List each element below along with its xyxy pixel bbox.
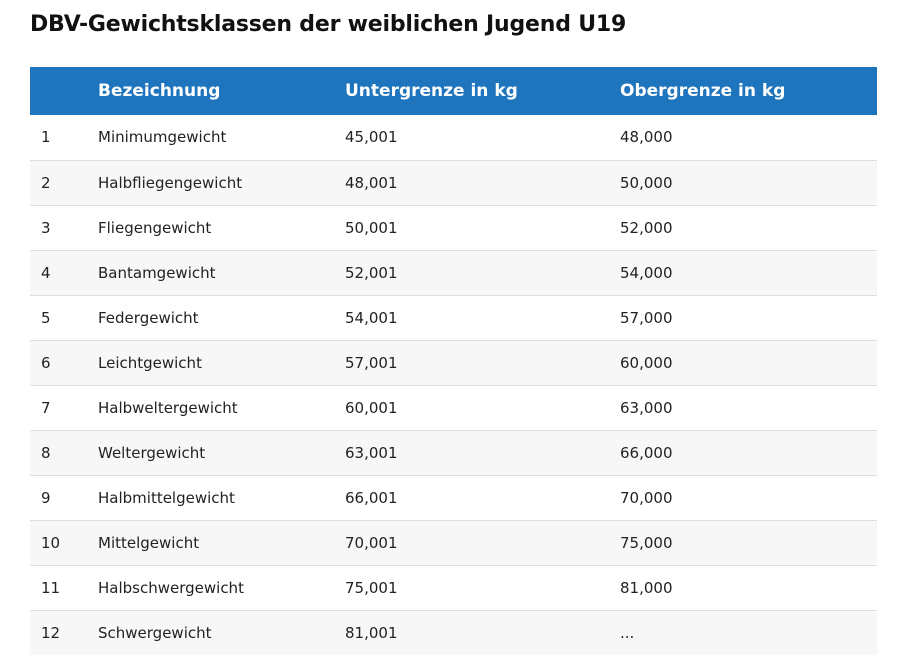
weight-class-name: Schwergewicht: [98, 623, 212, 642]
weight-class-name: Mittelgewicht: [98, 533, 200, 552]
upper-limit: 66,000: [620, 443, 673, 462]
table-row: 1 Minimumgewicht 45,001 48,000: [30, 115, 877, 160]
row-number: 4: [41, 263, 51, 282]
weight-class-name: Halbfliegengewicht: [98, 173, 243, 192]
header-lower-limit: Untergrenze in kg: [345, 81, 518, 101]
lower-limit: 66,001: [345, 488, 398, 507]
page-title: DBV-Gewichtsklassen der weiblichen Jugen…: [30, 12, 627, 37]
row-number: 9: [41, 488, 51, 507]
weight-class-name: Leichtgewicht: [98, 353, 202, 372]
upper-limit: 70,000: [620, 488, 673, 507]
lower-limit: 54,001: [345, 308, 398, 327]
lower-limit: 70,001: [345, 533, 398, 552]
weight-class-name: Federgewicht: [98, 308, 199, 327]
weight-class-name: Bantamgewicht: [98, 263, 216, 282]
row-number: 10: [41, 533, 61, 552]
row-number: 5: [41, 308, 51, 327]
lower-limit: 60,001: [345, 398, 398, 417]
table-header-row: Bezeichnung Untergrenze in kg Obergrenze…: [30, 67, 877, 115]
table-header: Bezeichnung Untergrenze in kg Obergrenze…: [30, 67, 877, 115]
table-row: 5 Federgewicht 54,001 57,000: [30, 295, 877, 340]
upper-limit: 75,000: [620, 533, 673, 552]
header-number: [30, 67, 98, 115]
table-row: 2 Halbfliegengewicht 48,001 50,000: [30, 160, 877, 205]
lower-limit: 45,001: [345, 128, 398, 147]
lower-limit: 50,001: [345, 218, 398, 237]
header-name: Bezeichnung: [98, 81, 221, 101]
table-row: 10 Mittelgewicht 70,001 75,000: [30, 520, 877, 565]
header-upper-limit: Obergrenze in kg: [620, 81, 786, 101]
table-row: 4 Bantamgewicht 52,001 54,000: [30, 250, 877, 295]
table-row: 3 Fliegengewicht 50,001 52,000: [30, 205, 877, 250]
lower-limit: 48,001: [345, 173, 398, 192]
upper-limit: 60,000: [620, 353, 673, 372]
table-row: 11 Halbschwergewicht 75,001 81,000: [30, 565, 877, 610]
weight-class-name: Halbschwergewicht: [98, 578, 244, 597]
row-number: 1: [41, 128, 51, 147]
table-row: 7 Halbweltergewicht 60,001 63,000: [30, 385, 877, 430]
weight-class-name: Halbmittelgewicht: [98, 488, 235, 507]
table-body: 1 Minimumgewicht 45,001 48,000 2 Halbfliegeng…: [30, 115, 877, 655]
upper-limit: 52,000: [620, 218, 673, 237]
lower-limit: 75,001: [345, 578, 398, 597]
row-number: 3: [41, 218, 51, 237]
row-number: 12: [41, 623, 61, 642]
upper-limit: 57,000: [620, 308, 673, 327]
lower-limit: 52,001: [345, 263, 398, 282]
upper-limit: 63,000: [620, 398, 673, 417]
lower-limit: 81,001: [345, 623, 398, 642]
upper-limit: 54,000: [620, 263, 673, 282]
lower-limit: 63,001: [345, 443, 398, 462]
upper-limit: 48,000: [620, 128, 673, 147]
upper-limit: 81,000: [620, 578, 673, 597]
weight-class-name: Minimumgewicht: [98, 128, 227, 147]
row-number: 11: [41, 578, 61, 597]
table-row: 9 Halbmittelgewicht 66,001 70,000: [30, 475, 877, 520]
row-number: 8: [41, 443, 51, 462]
upper-limit: 50,000: [620, 173, 673, 192]
row-number: 7: [41, 398, 51, 417]
weight-class-name: Fliegengewicht: [98, 218, 212, 237]
table-row: 6 Leichtgewicht 57,001 60,000: [30, 340, 877, 385]
table-row: 8 Weltergewicht 63,001 66,000: [30, 430, 877, 475]
weight-class-table: Bezeichnung Untergrenze in kg Obergrenze…: [30, 67, 877, 655]
upper-limit: ...: [620, 623, 635, 642]
row-number: 6: [41, 353, 51, 372]
weight-class-name: Halbweltergewicht: [98, 398, 238, 417]
row-number: 2: [41, 173, 51, 192]
weight-class-name: Weltergewicht: [98, 443, 206, 462]
table-row: 12 Schwergewicht 81,001...: [30, 610, 877, 655]
lower-limit: 57,001: [345, 353, 398, 372]
